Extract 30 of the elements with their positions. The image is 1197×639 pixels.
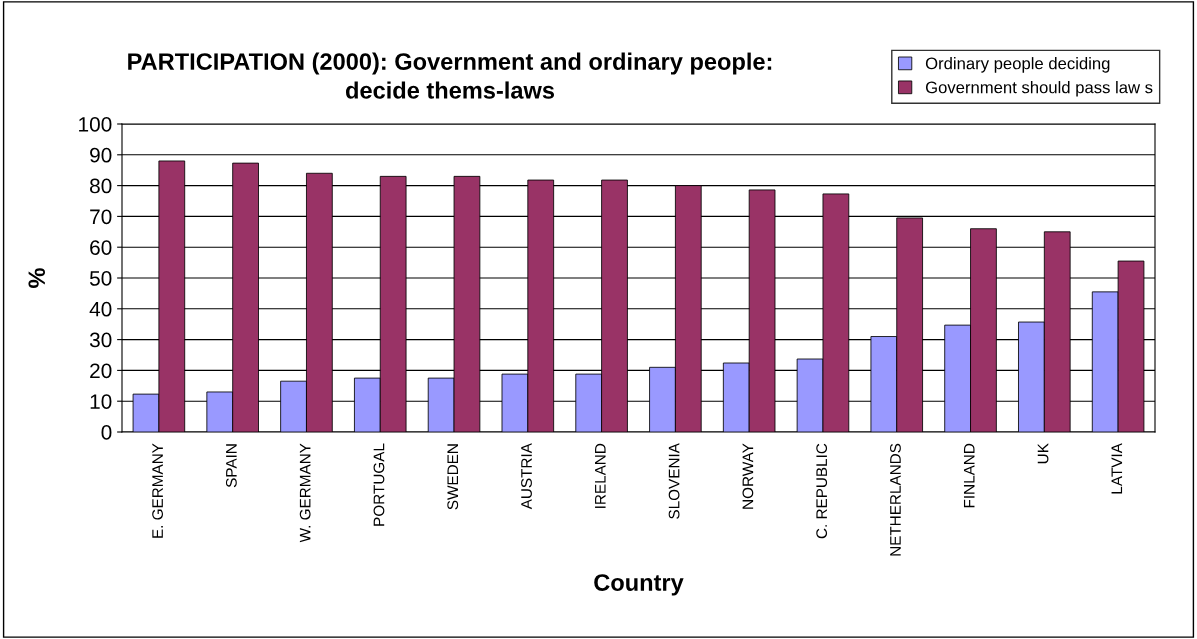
y-tick-label: 80 <box>90 178 112 194</box>
x-tick-label: NETHERLANDS <box>890 443 901 556</box>
y-tick-label: 60 <box>90 240 112 255</box>
y-tick-label: 100 <box>79 117 112 132</box>
x-tick-label: LATVIA <box>1111 443 1123 494</box>
x-tick-label: FINLAND <box>963 443 975 508</box>
legend-label: Government should pass law s <box>925 81 1153 97</box>
y-tick-label: 70 <box>90 209 112 225</box>
y-tick-label: 20 <box>90 363 112 379</box>
x-tick-label: SWEDEN <box>447 444 459 510</box>
legend-label: Ordinary people deciding <box>925 57 1110 73</box>
y-axis-title: % <box>28 268 46 288</box>
y-tick-label: 30 <box>89 332 112 348</box>
y-tick-label: 90 <box>90 147 112 163</box>
x-tick-label: AUSTRIA <box>521 443 532 510</box>
x-tick-label: IRELAND <box>595 443 606 508</box>
x-tick-label: NORWAY <box>742 443 754 509</box>
x-tick-label: PORTUGAL <box>373 443 385 526</box>
x-tick-label: E. GERMANY <box>152 443 163 538</box>
x-tick-label: SPAIN <box>225 444 237 488</box>
x-axis-title: Country <box>594 574 684 596</box>
y-tick-label: 40 <box>89 301 112 317</box>
x-tick-label: SLOVENIA <box>668 443 680 519</box>
y-tick-label: 50 <box>89 271 112 286</box>
y-tick-label: 0 <box>101 425 112 440</box>
x-tick-label: C. REPUBLIC <box>816 443 828 539</box>
y-tick-label: 10 <box>90 394 112 409</box>
x-tick-label: UK <box>1037 443 1049 464</box>
chart-title: PARTICIPATION (2000): Government and ordinary people: decide thems-laws <box>128 52 772 99</box>
x-tick-label: W. GERMANY <box>299 443 311 543</box>
